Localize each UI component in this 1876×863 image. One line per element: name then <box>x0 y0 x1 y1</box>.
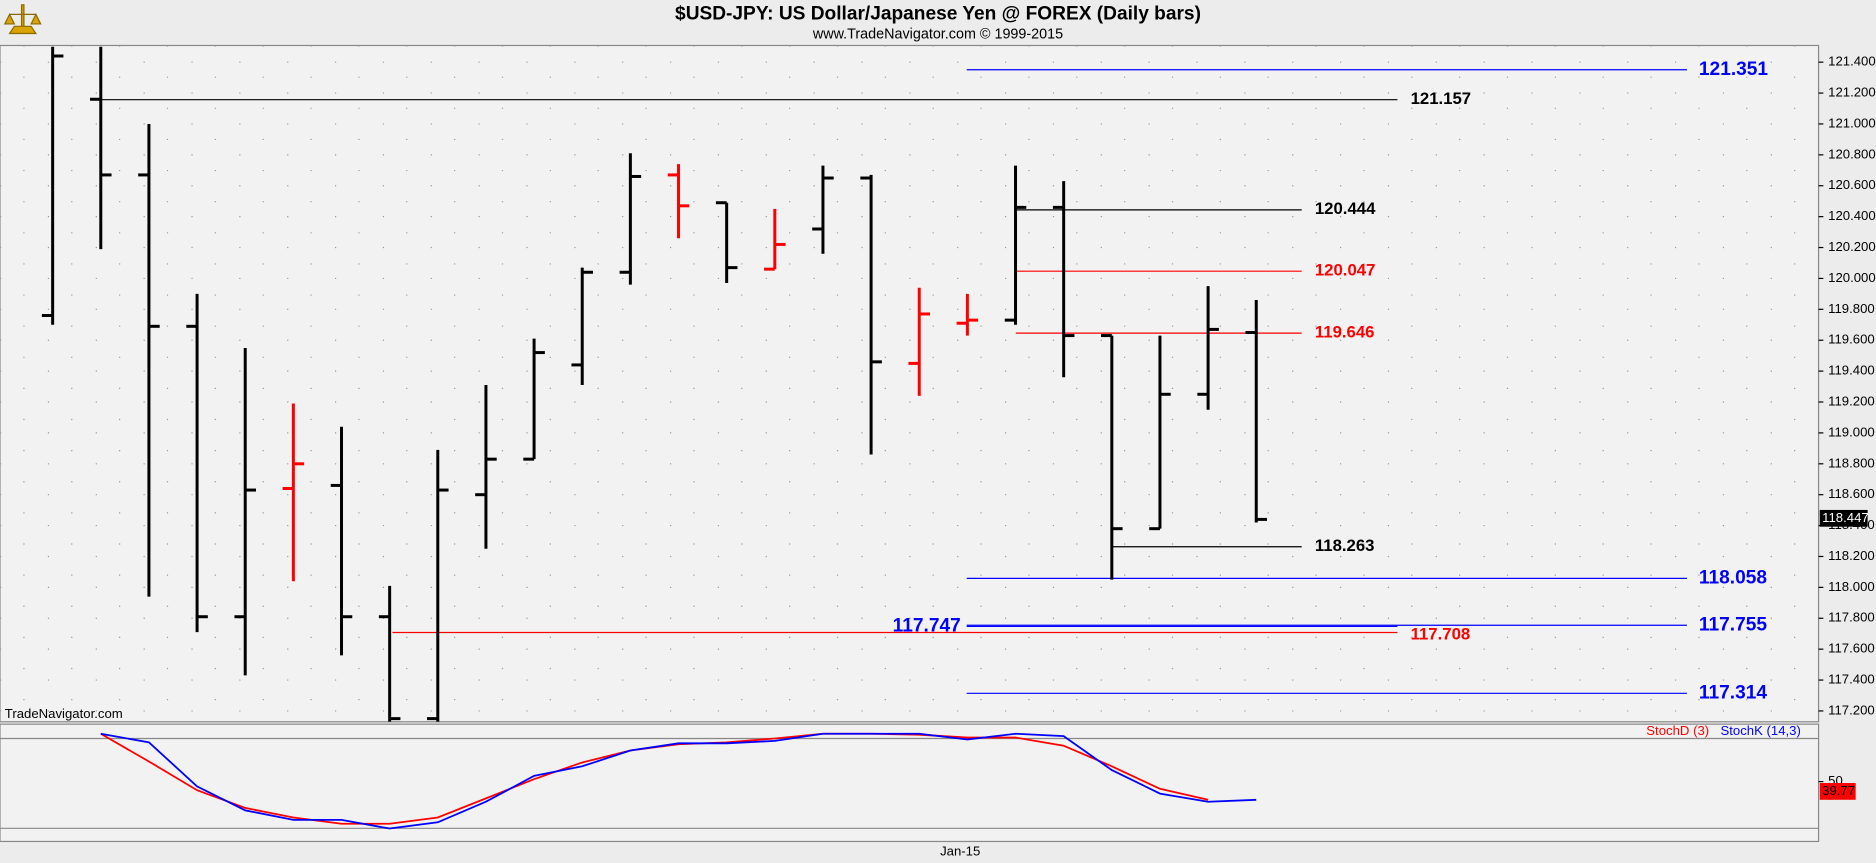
y-tick-label: 118.600 <box>1828 486 1875 501</box>
y-tick-label: 119.800 <box>1828 301 1875 316</box>
level-label: 119.646 <box>1315 323 1375 342</box>
y-tick-label: 118.200 <box>1828 548 1875 563</box>
y-tick-label: 118.800 <box>1828 455 1875 470</box>
y-tick-label: 119.400 <box>1828 363 1875 378</box>
logo <box>3 4 42 35</box>
level-label: 117.755 <box>1699 614 1767 635</box>
main-pane <box>0 44 1820 723</box>
level-label: 121.157 <box>1411 89 1472 108</box>
last-price-label: 118.447 <box>1822 510 1869 525</box>
indicator-pane <box>0 723 1820 843</box>
y-tick-label: 120.600 <box>1828 177 1876 192</box>
level-label: 117.314 <box>1699 682 1767 703</box>
y-tick-label: 120.800 <box>1828 146 1876 161</box>
level-label: 120.444 <box>1315 199 1376 218</box>
y-tick-label: 120.200 <box>1828 239 1876 254</box>
y-tick-label: 118.000 <box>1828 579 1875 594</box>
y-tick-label: 117.600 <box>1828 641 1875 656</box>
watermark: TradeNavigator.com <box>5 706 123 721</box>
y-tick-label: 120.000 <box>1828 270 1876 285</box>
y-tick-label: 119.000 <box>1828 424 1875 439</box>
y-tick-label: 117.800 <box>1828 610 1875 625</box>
legend-entry: StochD (3) <box>1646 723 1709 738</box>
legend-entry: StochK (14,3) <box>1720 723 1800 738</box>
y-tick-label: 120.400 <box>1828 208 1876 223</box>
y-tick-label: 117.200 <box>1828 702 1875 717</box>
level-label: 121.351 <box>1699 59 1768 80</box>
indicator-last-box <box>1819 783 1856 800</box>
level-label: 118.263 <box>1315 536 1375 555</box>
chart-title: $USD-JPY: US Dollar/Japanese Yen @ FOREX… <box>675 3 1201 24</box>
y-tick-label: 119.200 <box>1828 393 1875 408</box>
y-tick-label: 121.400 <box>1828 54 1876 69</box>
level-label: 117.747 <box>893 616 961 637</box>
chart-subtitle: www.TradeNavigator.com © 1999-2015 <box>812 27 1063 43</box>
last-price-box <box>1819 509 1868 527</box>
x-tick-label: Jan-15 <box>940 844 980 859</box>
indicator-last-label: 39.77 <box>1822 783 1855 798</box>
y-tick-label: 117.400 <box>1828 672 1875 687</box>
level-label: 120.047 <box>1315 261 1376 280</box>
y-tick-label: 119.600 <box>1828 332 1875 347</box>
y-tick-label: 121.000 <box>1828 115 1876 130</box>
y-tick-label: 121.200 <box>1828 85 1876 100</box>
level-label: 118.058 <box>1699 567 1767 588</box>
indicator-line <box>100 732 1257 830</box>
level-label: 117.708 <box>1411 624 1471 643</box>
